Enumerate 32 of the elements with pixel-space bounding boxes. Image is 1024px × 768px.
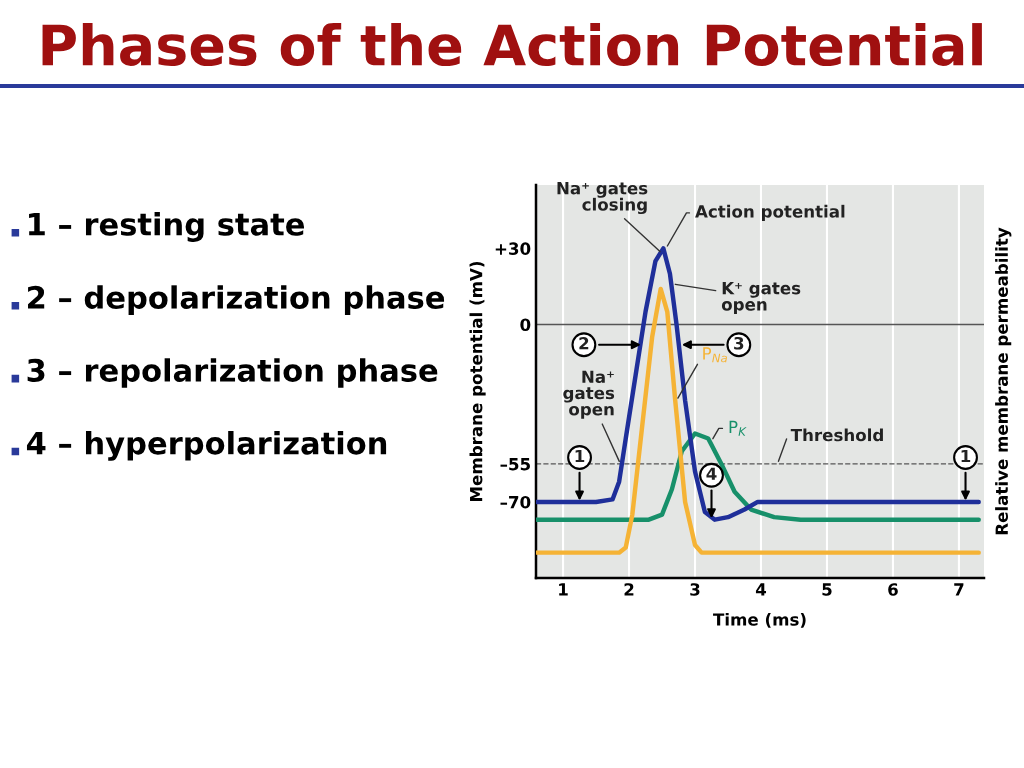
y-tick-label: –55 <box>500 458 530 471</box>
chart-title: Phases of the Action Potential <box>42 23 982 67</box>
annotation: 1 <box>575 449 585 463</box>
x-tick-label: 3 <box>690 583 700 596</box>
x-axis-title: Time (ms) <box>713 612 806 628</box>
ref-line-label: Threshold <box>790 428 883 442</box>
x-tick-label: 4 <box>755 583 767 596</box>
y2-axis-title: Relative membrane permeability <box>995 227 1012 535</box>
annotation: Na⁺ gates open <box>563 370 615 419</box>
line-series <box>536 246 981 522</box>
y-axis-title: Membrane potential (mV) <box>469 261 486 502</box>
annotation: 4 <box>706 467 717 480</box>
text: 3 – repolarization phase <box>27 358 438 388</box>
annotation: Na⁺ gates closing <box>557 182 648 215</box>
series-label: P$_{Na}$ <box>703 347 727 363</box>
x-tick-label: 7 <box>954 583 964 596</box>
text: 4 – hyperpolarization <box>26 430 387 461</box>
y-tick-label: –70 <box>500 495 531 509</box>
annotation: 3 <box>734 336 744 350</box>
y-tick-label: +30 <box>495 242 531 255</box>
annotation: 1 <box>961 449 971 463</box>
x-tick-label: 1 <box>559 583 568 596</box>
y-tick-label: 0 <box>520 318 531 332</box>
annotation: K⁺ gates open <box>721 282 801 314</box>
text: 1 – resting state <box>29 212 304 242</box>
series-label: P$_{K}$ <box>729 420 747 436</box>
x-tick-label: 2 <box>624 583 634 596</box>
x-tick-label: 6 <box>888 583 898 596</box>
text: Action potential <box>695 204 845 221</box>
annotation: 2 <box>579 336 589 350</box>
text: 2 – depolarization phase <box>28 285 445 315</box>
x-tick-label: 5 <box>822 583 832 596</box>
